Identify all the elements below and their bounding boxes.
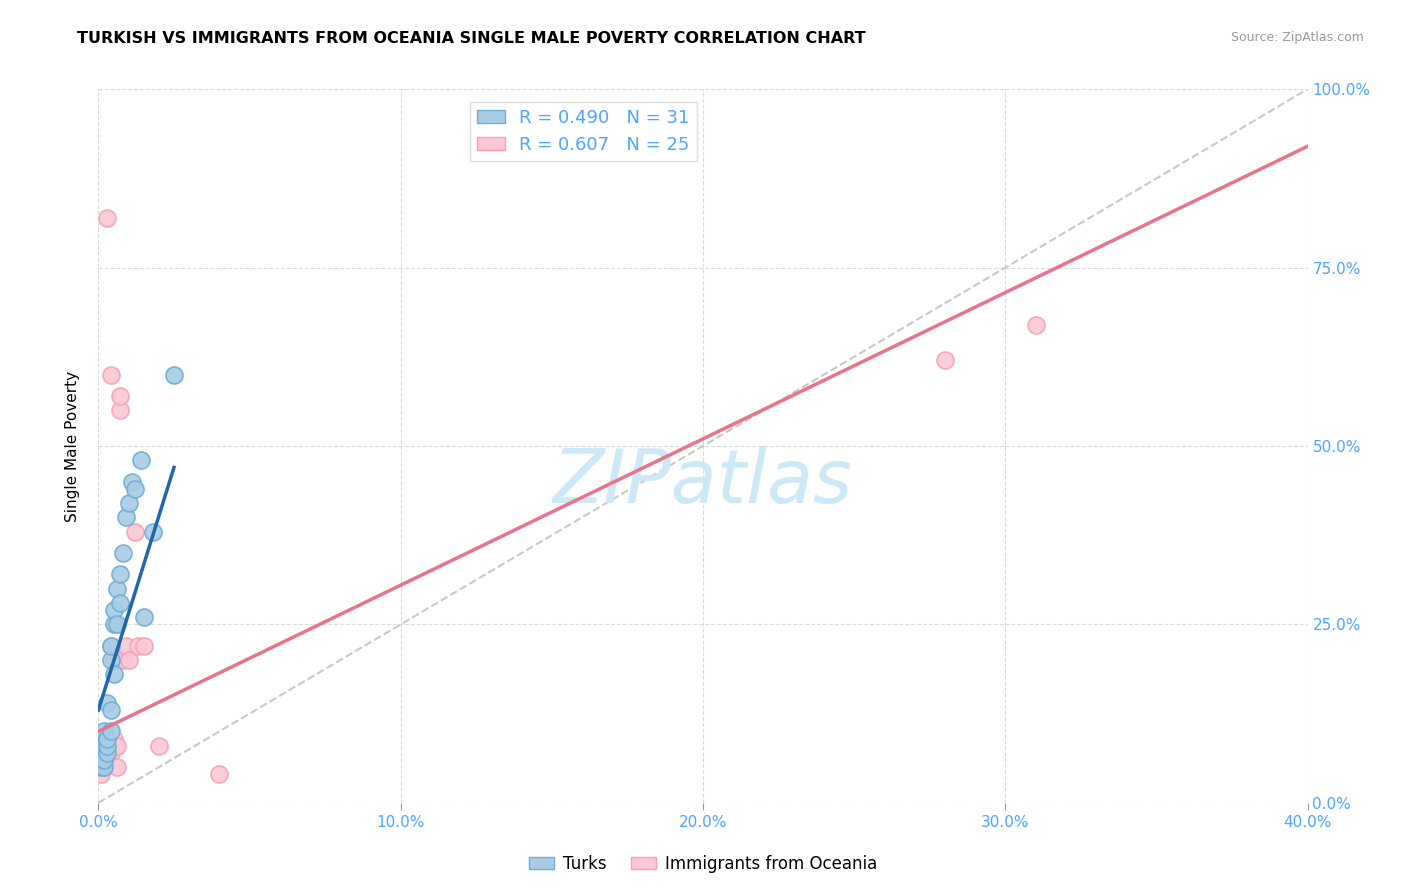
Point xyxy=(93,724,115,739)
Point xyxy=(100,703,122,717)
Point xyxy=(163,368,186,382)
Point xyxy=(100,639,122,653)
Point xyxy=(105,760,128,774)
Point xyxy=(132,610,155,624)
Point xyxy=(124,524,146,539)
Point xyxy=(100,746,122,760)
Point xyxy=(103,731,125,746)
Point xyxy=(148,739,170,753)
Point xyxy=(105,617,128,632)
Point xyxy=(124,482,146,496)
Point xyxy=(111,653,134,667)
Point xyxy=(105,582,128,596)
Point xyxy=(93,760,115,774)
Point xyxy=(142,524,165,539)
Point xyxy=(90,739,112,753)
Point xyxy=(111,546,134,560)
Point xyxy=(118,496,141,510)
Point xyxy=(90,753,112,767)
Point xyxy=(118,653,141,667)
Point xyxy=(96,753,118,767)
Legend: R = 0.490   N = 31, R = 0.607   N = 25: R = 0.490 N = 31, R = 0.607 N = 25 xyxy=(470,102,696,161)
Text: Source: ZipAtlas.com: Source: ZipAtlas.com xyxy=(1230,31,1364,45)
Point xyxy=(114,639,136,653)
Point xyxy=(103,653,125,667)
Point xyxy=(934,353,956,368)
Point xyxy=(1024,318,1046,332)
Point xyxy=(100,653,122,667)
Point xyxy=(93,753,115,767)
Text: ZIPatlas: ZIPatlas xyxy=(553,446,853,517)
Legend: Turks, Immigrants from Oceania: Turks, Immigrants from Oceania xyxy=(523,848,883,880)
Point xyxy=(127,639,149,653)
Point xyxy=(132,639,155,653)
Point xyxy=(90,767,112,781)
Point xyxy=(108,596,131,610)
Point xyxy=(108,389,131,403)
Point xyxy=(93,760,115,774)
Point xyxy=(103,617,125,632)
Text: TURKISH VS IMMIGRANTS FROM OCEANIA SINGLE MALE POVERTY CORRELATION CHART: TURKISH VS IMMIGRANTS FROM OCEANIA SINGL… xyxy=(77,31,866,46)
Point xyxy=(114,510,136,524)
Y-axis label: Single Male Poverty: Single Male Poverty xyxy=(65,370,80,522)
Point xyxy=(90,760,112,774)
Point xyxy=(96,746,118,760)
Point xyxy=(103,603,125,617)
Point xyxy=(108,403,131,417)
Point xyxy=(96,739,118,753)
Point xyxy=(100,368,122,382)
Point xyxy=(96,696,118,710)
Point xyxy=(108,567,131,582)
Point xyxy=(208,767,231,781)
Point xyxy=(105,739,128,753)
Point xyxy=(129,453,152,467)
Point xyxy=(100,724,122,739)
Point xyxy=(96,211,118,225)
Point xyxy=(90,753,112,767)
Point xyxy=(100,639,122,653)
Point xyxy=(121,475,143,489)
Point xyxy=(93,739,115,753)
Point xyxy=(93,739,115,753)
Point xyxy=(96,731,118,746)
Point xyxy=(103,667,125,681)
